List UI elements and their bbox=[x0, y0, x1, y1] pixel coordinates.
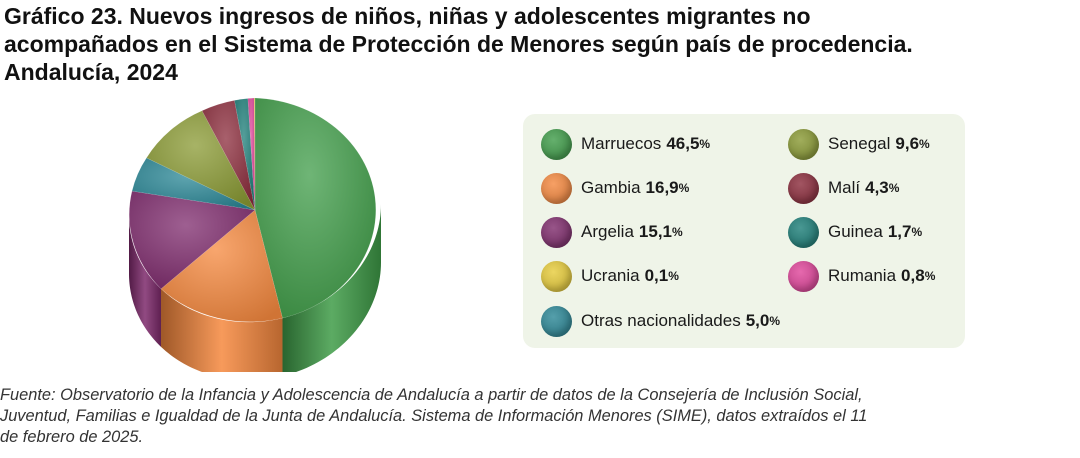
legend-swatch bbox=[788, 128, 819, 160]
legend-swatch bbox=[541, 128, 572, 160]
source-note: Fuente: Observatorio de la Infancia y Ad… bbox=[0, 385, 1078, 448]
legend-value: 1,7 bbox=[887, 222, 912, 241]
pie-slice-marruecos bbox=[254, 97, 377, 319]
legend-value: 5,0 bbox=[745, 311, 770, 330]
legend-unit: % bbox=[769, 314, 781, 328]
legend-label: Otras nacionalidades bbox=[581, 311, 741, 330]
source-line: de febrero de 2025. bbox=[0, 428, 144, 446]
legend-value: 15,1 bbox=[638, 222, 673, 241]
legend-item-guinea: Guinea 1,7% bbox=[788, 215, 922, 249]
legend-label: Argelia bbox=[581, 222, 634, 241]
pie-slice-otras-nacionalidades bbox=[131, 157, 256, 211]
legend-swatch bbox=[788, 172, 819, 204]
source-line: Fuente: Observatorio de la Infancia y Ad… bbox=[0, 386, 863, 404]
legend-unit: % bbox=[924, 269, 936, 283]
pie-slice-ucrania bbox=[253, 97, 256, 211]
legend-swatch bbox=[541, 172, 572, 204]
pie-side-argelia bbox=[129, 215, 162, 347]
legend-swatch bbox=[788, 260, 819, 292]
pie-slice-argelia bbox=[128, 190, 256, 290]
legend-unit: % bbox=[919, 137, 930, 151]
legend-unit: % bbox=[672, 225, 683, 239]
pie-side-marruecos bbox=[282, 204, 381, 372]
legend-unit: % bbox=[668, 269, 679, 283]
legend-value: 46,5 bbox=[666, 134, 700, 153]
pie-slice-gambia bbox=[160, 209, 283, 323]
legend-label: Ucrania bbox=[581, 266, 640, 285]
legend-swatch bbox=[541, 216, 572, 248]
legend-value: 0,8 bbox=[901, 266, 925, 285]
legend-swatch bbox=[541, 260, 572, 292]
legend-swatch bbox=[541, 305, 572, 337]
legend-item-ucrania: Ucrania 0,1% bbox=[541, 259, 679, 293]
legend-item-rumania: Rumania 0,8% bbox=[788, 259, 935, 293]
legend-item-gambia: Gambia 16,9% bbox=[541, 171, 689, 205]
pie-sides bbox=[129, 204, 381, 372]
pie-slice-senegal bbox=[146, 110, 256, 211]
pie-top bbox=[128, 97, 377, 323]
pie-slice-guinea bbox=[234, 98, 256, 211]
legend: Marruecos 46,5% Gambia 16,9% Argelia 15,1% Ucr… bbox=[523, 114, 965, 348]
pie-slice-rumania bbox=[247, 97, 256, 211]
legend-swatch bbox=[788, 216, 819, 248]
pie-chart bbox=[128, 97, 381, 372]
chart-title-line: Andalucía, 2024 bbox=[4, 59, 178, 85]
legend-item-otras-nacionalidades: Otras nacionalidades 5,0% bbox=[541, 304, 780, 338]
legend-label: Gambia bbox=[581, 178, 641, 197]
chart-title-line: Gráfico 23. Nuevos ingresos de niños, ni… bbox=[4, 3, 811, 29]
legend-unit: % bbox=[678, 181, 690, 195]
legend-item-senegal: Senegal 9,6% bbox=[788, 127, 930, 161]
legend-unit: % bbox=[911, 225, 923, 239]
legend-label: Rumania bbox=[828, 266, 897, 285]
pie-side-gambia bbox=[161, 288, 283, 372]
legend-value: 16,9 bbox=[645, 178, 679, 197]
legend-label: Senegal bbox=[828, 134, 891, 153]
legend-item-mali: Malí 4,3% bbox=[788, 171, 899, 205]
source-line: Juventud, Familias e Igualdad de la Junt… bbox=[0, 407, 868, 425]
chart-title: Gráfico 23. Nuevos ingresos de niños, ni… bbox=[4, 2, 1074, 86]
legend-unit: % bbox=[699, 137, 711, 151]
legend-value: 0,1 bbox=[644, 266, 669, 285]
legend-item-marruecos: Marruecos 46,5% bbox=[541, 127, 710, 161]
legend-item-argelia: Argelia 15,1% bbox=[541, 215, 683, 249]
legend-value: 9,6 bbox=[895, 134, 920, 153]
legend-value: 4,3 bbox=[865, 178, 889, 197]
legend-label: Guinea bbox=[828, 222, 883, 241]
legend-label: Marruecos bbox=[581, 134, 662, 153]
pie-slice-mali bbox=[201, 100, 256, 211]
legend-label: Malí bbox=[828, 178, 861, 197]
cut-off-text-line bbox=[0, 452, 180, 458]
legend-unit: % bbox=[888, 181, 900, 195]
chart-title-line: acompañados en el Sistema de Protección … bbox=[4, 31, 913, 57]
